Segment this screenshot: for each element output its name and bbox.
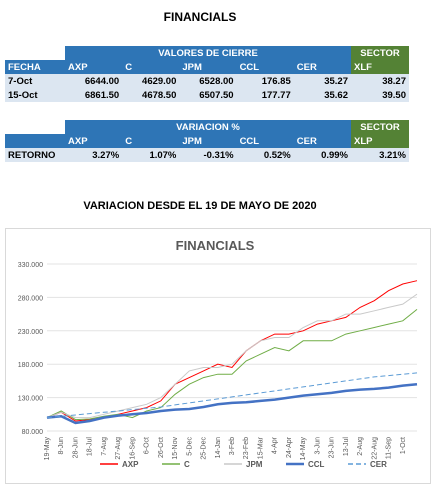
legend-label: AXP: [122, 460, 139, 469]
cell: 6507.50: [179, 88, 237, 102]
series-line: [46, 309, 418, 421]
y-tick-label: 130.000: [18, 396, 43, 403]
chart: FINANCIALS 80.000 130.000 180.000 230.000 28…: [5, 228, 431, 484]
subtitle: VARIACION DESDE EL 19 DE MAYO DE 2020: [83, 200, 317, 212]
series-line: [46, 293, 418, 419]
x-tick-label: 3-Jun: [314, 437, 321, 455]
cell: 176.85: [236, 74, 294, 88]
cell: 0.99%: [293, 148, 351, 162]
data-row: RETORNO 3.27% 1.07% -0.31% 0.52% 0.99% 3…: [5, 148, 409, 162]
cell: 1.07%: [122, 148, 180, 162]
column-header: CCL: [236, 60, 294, 74]
column-row: FECHA AXP C JPM CCL CER XLF: [5, 60, 409, 74]
cell: 38.27: [351, 74, 409, 88]
legend-label: CCL: [308, 460, 325, 469]
column-header: AXP: [65, 134, 123, 148]
x-tick-label: 27-Aug: [115, 437, 122, 460]
data-row: 15-Oct 6861.50 4678.50 6507.50 177.77 35…: [5, 88, 409, 102]
empty-cell: [5, 46, 65, 60]
y-tick-label: 80.000: [22, 429, 44, 436]
cell: 0.52%: [236, 148, 294, 162]
x-tick-label: 7-Aug: [101, 437, 108, 456]
column-header: CCL: [236, 134, 294, 148]
x-tick-label: 3-Feb: [229, 437, 236, 455]
group-header: VALORES DE CIERRE: [65, 46, 351, 60]
x-tick-label: 6-Oct: [144, 437, 151, 454]
group-header: VARIACION %: [65, 120, 351, 134]
cell: 177.77: [236, 88, 294, 102]
x-tick-label: 23-Feb: [243, 437, 250, 459]
column-header: XLP: [351, 134, 409, 148]
y-tick-label: 280.000: [18, 295, 43, 302]
x-tick-label: 13-Jul: [343, 437, 350, 457]
x-tick-label: 26-Oct: [158, 437, 165, 458]
cell: RETORNO: [5, 148, 65, 162]
sector-header: SECTOR: [351, 120, 409, 134]
data-row: 7-Oct 6644.00 4629.00 6528.00 176.85 35.…: [5, 74, 409, 88]
cell: 3.21%: [351, 148, 409, 162]
series-line: [46, 372, 418, 419]
column-header: JPM: [179, 134, 237, 148]
x-tick-label: 15-Mar: [257, 436, 264, 459]
cell: 39.50: [351, 88, 409, 102]
cell: 4678.50: [122, 88, 180, 102]
legend-label: CER: [370, 460, 387, 469]
column-header: FECHA: [5, 60, 65, 74]
column-header: AXP: [65, 60, 123, 74]
group-row: VALORES DE CIERRE SECTOR: [5, 46, 409, 60]
x-tick-label: 4-Apr: [272, 436, 279, 454]
cell: 6644.00: [65, 74, 123, 88]
x-tick-label: 25-Dec: [201, 437, 208, 460]
x-tick-label: 24-Apr: [286, 436, 293, 458]
cell: 6861.50: [65, 88, 123, 102]
column-header: C: [122, 134, 180, 148]
cell: 4629.00: [122, 74, 180, 88]
closing-table: VALORES DE CIERRE SECTOR FECHA AXP C JPM…: [5, 46, 409, 102]
x-tick-label: 19-May: [44, 437, 51, 461]
empty-cell: [5, 134, 65, 148]
x-tick-label: 5-Dec: [186, 437, 193, 456]
cell: -0.31%: [179, 148, 237, 162]
page-title: FINANCIALS: [163, 10, 237, 24]
cell: 15-Oct: [5, 88, 65, 102]
x-tick-label: 23-Jun: [329, 437, 336, 459]
legend-label: C: [184, 460, 190, 469]
cell: 6528.00: [179, 74, 237, 88]
cell: 35.62: [293, 88, 351, 102]
column-row: AXP C JPM CCL CER XLP: [5, 134, 409, 148]
x-tick-label: 2-Aug: [357, 437, 364, 456]
y-tick-label: 330.000: [18, 262, 43, 269]
column-header: XLF: [351, 60, 409, 74]
column-header: JPM: [179, 60, 237, 74]
column-header: CER: [293, 134, 351, 148]
x-tick-label: 22-Aug: [371, 437, 378, 460]
column-header: C: [122, 60, 180, 74]
variation-table: VARIACION % SECTOR AXP C JPM CCL CER XLP…: [5, 120, 409, 162]
y-tick-label: 230.000: [18, 329, 43, 336]
legend-label: JPM: [246, 460, 263, 469]
cell: 3.27%: [65, 148, 123, 162]
x-tick-label: 1-Oct: [400, 437, 407, 454]
x-tick-label: 8-Jun: [58, 437, 65, 455]
x-tick-label: 11-Sep: [386, 437, 393, 459]
cell: 35.27: [293, 74, 351, 88]
x-tick-label: 14-May: [300, 437, 307, 461]
sector-header: SECTOR: [351, 46, 409, 60]
chart-frame: [5, 228, 431, 484]
empty-cell: [5, 120, 65, 134]
group-row: VARIACION % SECTOR: [5, 120, 409, 134]
x-tick-label: 14-Jan: [215, 437, 222, 459]
x-tick-label: 16-Sep: [129, 437, 136, 460]
y-tick-label: 180.000: [18, 362, 43, 369]
x-tick-label: 15-Nov: [172, 437, 179, 460]
column-header: CER: [293, 60, 351, 74]
series-line: [46, 382, 418, 425]
cell: 7-Oct: [5, 74, 65, 88]
x-tick-label: 28-Jun: [72, 437, 79, 459]
x-tick-label: 18-Jul: [87, 437, 94, 457]
chart-title: FINANCIALS: [176, 238, 255, 253]
